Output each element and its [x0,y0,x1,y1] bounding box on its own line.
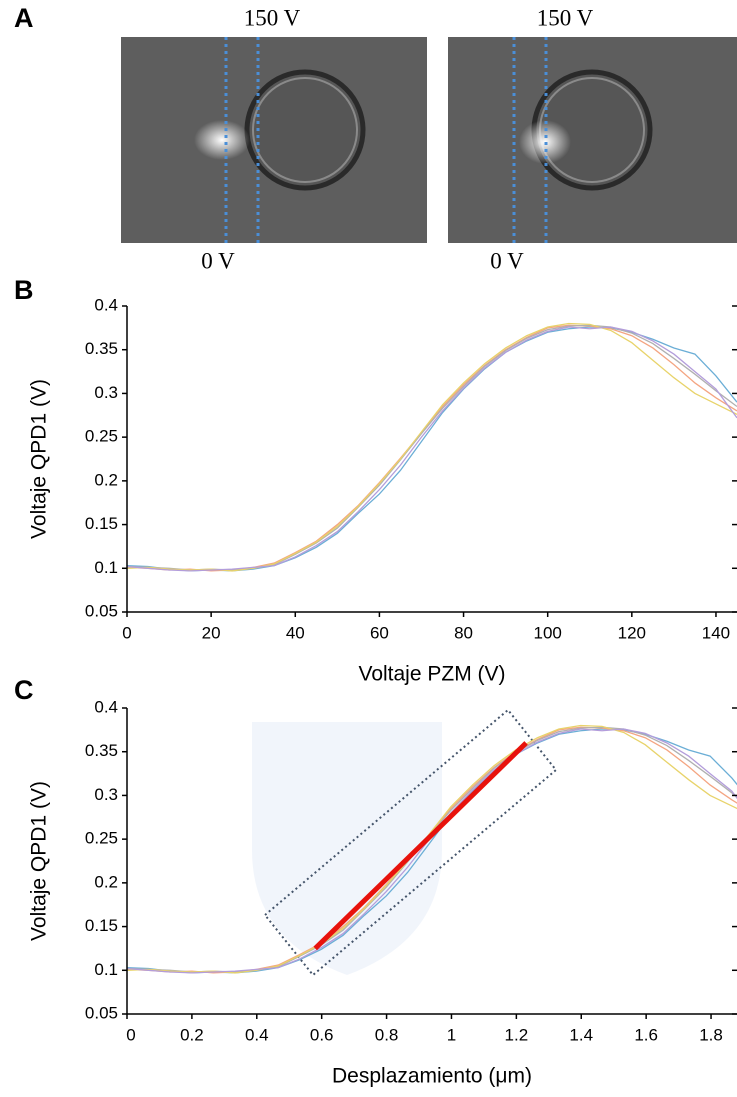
y-tick-label: 0.4 [94,697,118,716]
y-tick-label: 0.25 [85,829,118,848]
panel-label: C [14,675,34,705]
x-tick-label: 80 [454,623,473,642]
x-tick-label: 0 [126,1025,135,1044]
x-tick-label: 0.4 [245,1025,269,1044]
x-tick-label: 0.2 [180,1025,204,1044]
y-tick-label: 0.4 [94,295,118,314]
x-tick-label: 120 [618,623,646,642]
x-tick-label: 100 [534,623,562,642]
data-line [127,326,737,572]
x-tick-label: 1.2 [505,1025,529,1044]
plot-lines [127,322,737,572]
x-tick-label: 0.8 [375,1025,399,1044]
watermark [252,722,442,975]
microscope-image [448,37,737,243]
data-line [127,324,737,571]
x-axis-label: Voltaje PZM (V) [358,663,505,686]
image-label: 150 V [537,5,594,30]
y-tick-label: 0.35 [85,741,118,760]
y-tick-label: 0.2 [94,872,118,891]
x-tick-label: 1.6 [634,1025,658,1044]
data-line [127,724,737,974]
panel-label: B [14,275,34,305]
highlight-box [263,708,558,977]
y-tick-label: 0.3 [94,785,118,804]
data-line [127,326,737,572]
x-tick-label: 0.6 [310,1025,334,1044]
x-tick-label: 60 [370,623,389,642]
y-tick-label: 0.15 [85,514,118,533]
x-tick-label: 0 [122,623,131,642]
y-axis-label: Voltaje QPD1 (V) [28,781,51,941]
y-tick-label: 0.15 [85,916,118,935]
fit-line [313,741,528,951]
x-tick-label: 1.8 [699,1025,723,1044]
x-tick-label: 140 [702,623,730,642]
y-tick-label: 0.05 [85,1003,118,1022]
image-label: 0 V [490,248,524,273]
x-tick-label: 40 [286,623,305,642]
panel-label: A [14,3,34,33]
x-tick-label: 1.4 [569,1025,593,1044]
y-axis-label: Voltaje QPD1 (V) [28,379,51,539]
data-line [127,322,737,572]
microscope-image [121,37,427,243]
y-tick-label: 0.1 [94,960,118,979]
image-label: 0 V [201,248,235,273]
image-label: 150 V [244,5,301,30]
y-tick-label: 0.3 [94,383,118,402]
y-tick-label: 0.25 [85,427,118,446]
y-tick-label: 0.2 [94,470,118,489]
data-line [127,324,737,572]
x-tick-label: 1 [447,1025,456,1044]
x-tick-label: 20 [202,623,221,642]
x-axis-label: Desplazamiento (μm) [332,1065,532,1088]
y-tick-label: 0.05 [85,601,118,620]
y-tick-label: 0.1 [94,558,118,577]
y-tick-label: 0.35 [85,339,118,358]
